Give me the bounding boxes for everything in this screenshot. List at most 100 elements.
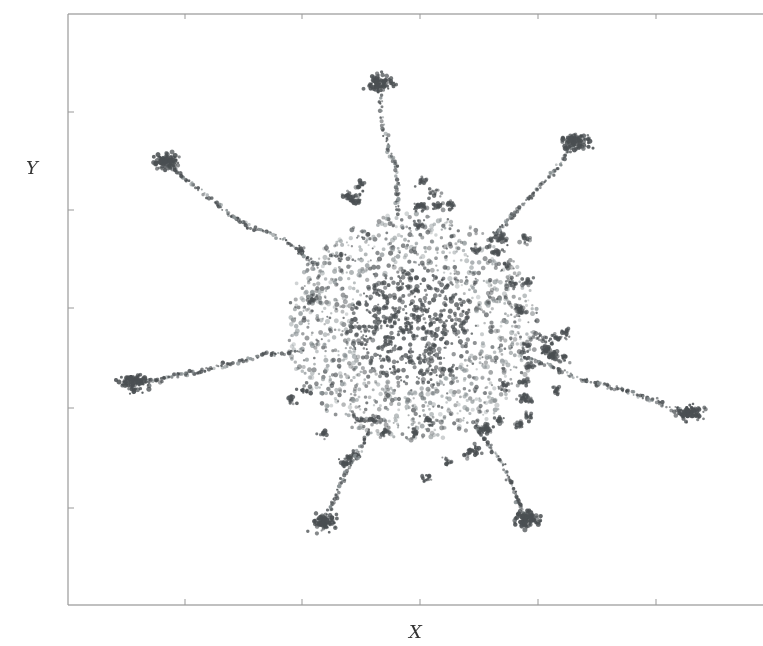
point-arm-7 <box>232 215 237 220</box>
point-halo <box>520 380 525 385</box>
point-core <box>477 303 481 307</box>
point-halo <box>476 445 482 451</box>
point-halo <box>473 447 477 450</box>
point-halo <box>420 222 424 226</box>
point-halo <box>502 232 506 237</box>
point-core <box>442 383 445 386</box>
point-core <box>366 337 370 341</box>
point-core <box>431 274 435 277</box>
point-halo <box>536 337 539 340</box>
point-core <box>396 270 400 274</box>
point-halo <box>470 448 474 452</box>
point-core <box>356 372 361 377</box>
point-core <box>391 389 394 392</box>
point-halo <box>525 361 531 367</box>
point-halo <box>502 388 508 393</box>
point-core <box>489 287 495 293</box>
point-core <box>414 241 419 246</box>
point-halo <box>428 190 433 195</box>
point-core <box>424 321 427 324</box>
point-core <box>337 328 341 332</box>
point-core <box>438 356 443 360</box>
point-arm-5 <box>353 455 357 459</box>
point-core <box>475 294 481 300</box>
point-core <box>474 397 479 401</box>
point-core <box>381 247 386 252</box>
point-core <box>349 270 354 275</box>
point-halo <box>524 411 529 416</box>
point-core <box>526 350 529 354</box>
point-core <box>445 247 448 250</box>
point-core <box>461 248 466 253</box>
point-core <box>420 302 424 307</box>
point-core <box>510 305 514 309</box>
point-core <box>494 262 499 267</box>
point-halo <box>470 247 475 252</box>
point-core <box>351 311 356 315</box>
point-core <box>342 338 348 343</box>
point-core <box>363 329 367 334</box>
point-core <box>359 340 364 346</box>
point-core <box>309 293 314 298</box>
point-core <box>483 321 486 325</box>
point-core <box>454 317 459 322</box>
point-core <box>391 223 396 228</box>
point-core <box>380 324 383 328</box>
point-core <box>492 397 498 403</box>
point-core <box>440 228 443 231</box>
point-core <box>306 319 310 323</box>
point-halo <box>506 243 509 247</box>
point-arm-0 <box>379 96 383 100</box>
point-arm-tip-4 <box>526 510 530 514</box>
point-halo <box>524 309 529 315</box>
point-core <box>355 354 361 360</box>
point-core <box>510 324 514 328</box>
point-halo <box>474 451 479 456</box>
point-arm-6 <box>293 349 297 353</box>
point-core <box>446 392 449 395</box>
point-core <box>323 245 329 251</box>
point-core <box>496 328 501 333</box>
point-core <box>388 367 392 371</box>
point-core <box>333 372 339 378</box>
point-core <box>375 291 380 296</box>
point-arm-tip-0 <box>373 77 376 80</box>
point-core <box>391 280 396 285</box>
point-core <box>475 418 480 423</box>
point-core <box>492 279 498 285</box>
point-core <box>457 418 463 423</box>
point-core <box>462 417 465 420</box>
point-core <box>374 326 380 332</box>
point-halo <box>445 202 451 207</box>
point-arm-tip-5 <box>334 512 339 517</box>
point-arm-tip-7 <box>168 164 173 169</box>
point-core <box>474 308 480 314</box>
point-core <box>309 370 315 376</box>
point-core <box>360 355 366 360</box>
point-core <box>426 404 430 408</box>
point-core <box>366 284 371 290</box>
point-arm-0 <box>394 174 398 178</box>
point-core <box>400 432 405 436</box>
point-core <box>496 301 499 304</box>
point-arm-5 <box>362 438 366 442</box>
point-core <box>462 329 468 335</box>
point-core <box>476 270 482 276</box>
point-halo <box>338 259 341 263</box>
point-core <box>405 271 411 276</box>
point-arm-6 <box>170 375 174 378</box>
point-arm-7 <box>252 227 257 232</box>
point-arm-tip-7 <box>166 158 172 164</box>
point-halo <box>525 242 529 247</box>
point-halo <box>370 422 374 427</box>
point-arm-1 <box>492 231 495 234</box>
point-core <box>422 317 426 321</box>
point-core <box>483 360 489 365</box>
point-core <box>300 286 305 290</box>
point-arm-7 <box>315 262 319 267</box>
point-halo <box>287 398 292 403</box>
point-core <box>486 395 492 400</box>
point-core <box>499 339 503 342</box>
point-core <box>467 374 472 379</box>
point-arm-3 <box>615 385 619 388</box>
